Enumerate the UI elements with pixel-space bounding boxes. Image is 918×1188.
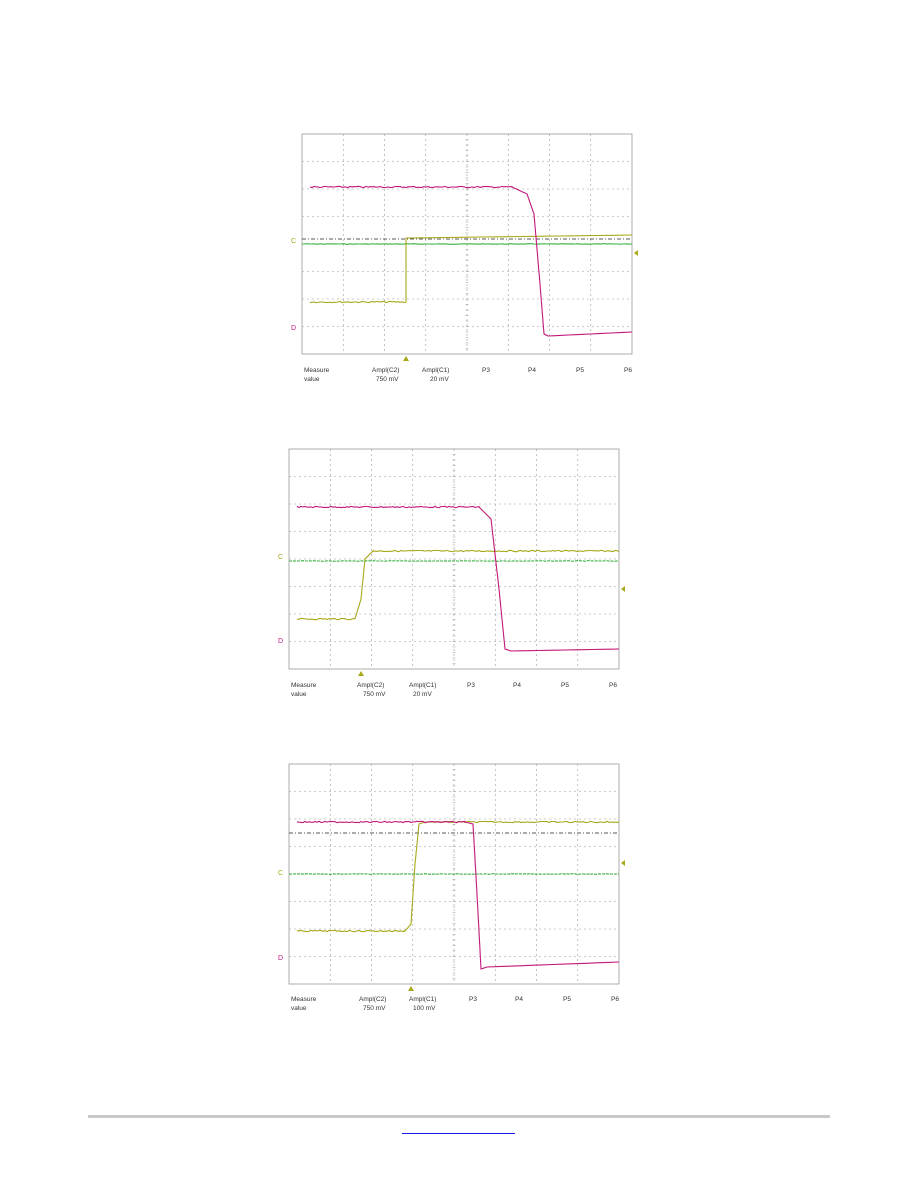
channel-marker-d: D — [291, 325, 296, 332]
meas-label: Ampl(C1) — [409, 996, 437, 1003]
meas-value: value — [304, 376, 320, 383]
meas-value: value — [291, 691, 307, 698]
trace-green — [289, 560, 620, 562]
meas-label: P5 — [561, 682, 569, 689]
scope-plot-1: CD — [291, 133, 638, 361]
trace-yellow — [296, 549, 620, 621]
trigger-marker-right — [621, 586, 625, 592]
channel-marker-c: C — [278, 870, 283, 877]
trace-green — [288, 873, 620, 875]
meas-label: Ampl(C2) — [372, 367, 400, 374]
meas-label: P5 — [563, 996, 571, 1003]
channel-marker-c: C — [291, 238, 296, 245]
meas-label: P5 — [576, 367, 584, 374]
channel-marker-d: D — [278, 955, 283, 962]
trigger-marker-right — [634, 250, 638, 256]
trace-green — [302, 243, 633, 245]
meas-label: P6 — [624, 367, 632, 374]
trigger-marker-bottom — [408, 986, 414, 991]
trigger-marker-bottom — [403, 356, 409, 361]
footer-link-underline[interactable] — [402, 1133, 515, 1134]
trace-magenta — [296, 505, 620, 652]
trace-magenta — [309, 185, 633, 337]
meas-value: 750 mV — [376, 376, 399, 383]
footer-link[interactable] — [402, 1124, 515, 1134]
meas-label: Ampl(C2) — [359, 996, 387, 1003]
meas-label: Measure — [304, 367, 330, 374]
trace-yellow — [309, 234, 633, 304]
meas-label: Measure — [291, 682, 317, 689]
meas-label: P4 — [528, 367, 536, 374]
meas-value: 750 mV — [363, 691, 386, 698]
meas-label: P4 — [515, 996, 523, 1003]
trigger-marker-right — [621, 860, 625, 866]
meas-label: Ampl(C1) — [409, 682, 437, 689]
meas-label: Ampl(C1) — [422, 367, 450, 374]
meas-value: 100 mV — [413, 1005, 436, 1012]
meas-value: value — [291, 1005, 307, 1012]
meas-label: P6 — [611, 996, 619, 1003]
meas-label: P6 — [609, 682, 617, 689]
scope-plot-2: CD — [278, 448, 625, 676]
meas-label: P3 — [482, 367, 490, 374]
trigger-marker-bottom — [358, 671, 364, 676]
meas-label: P3 — [467, 682, 475, 689]
scope-plot-3: CD — [278, 763, 625, 991]
trace-magenta — [296, 820, 620, 970]
channel-marker-c: C — [278, 554, 283, 561]
meas-value: 20 mV — [430, 376, 449, 383]
meas-label: P3 — [469, 996, 477, 1003]
channel-marker-d: D — [278, 638, 283, 645]
meas-label: Ampl(C2) — [357, 682, 385, 689]
meas-label: P4 — [513, 682, 521, 689]
footer-divider — [88, 1115, 830, 1118]
meas-label: Measure — [291, 996, 317, 1003]
meas-value: 20 mV — [413, 691, 432, 698]
meas-value: 750 mV — [363, 1005, 386, 1012]
